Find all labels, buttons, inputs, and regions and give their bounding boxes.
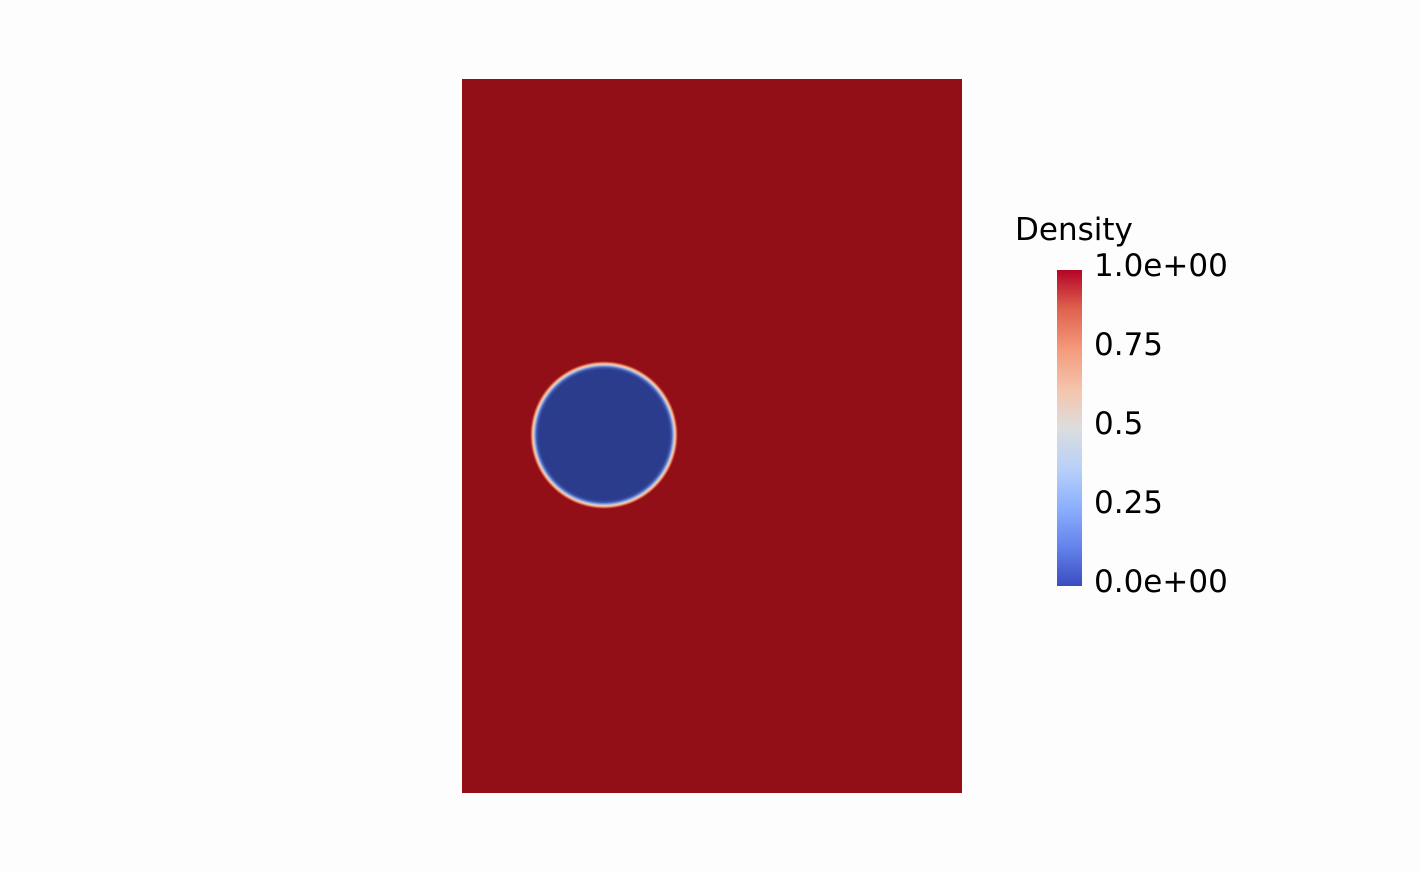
colorbar-tick-025: 0.25 (1094, 485, 1164, 521)
low-density-bubble (530, 361, 678, 509)
colorbar (1057, 270, 1082, 586)
colorbar-tick-max: 1.0e+00 (1094, 248, 1228, 284)
colorbar-tick-075: 0.75 (1094, 327, 1164, 363)
colorbar-tick-min: 0.0e+00 (1094, 564, 1228, 600)
colorbar-tick-05: 0.5 (1094, 406, 1144, 442)
colorbar-title: Density (1015, 212, 1133, 248)
